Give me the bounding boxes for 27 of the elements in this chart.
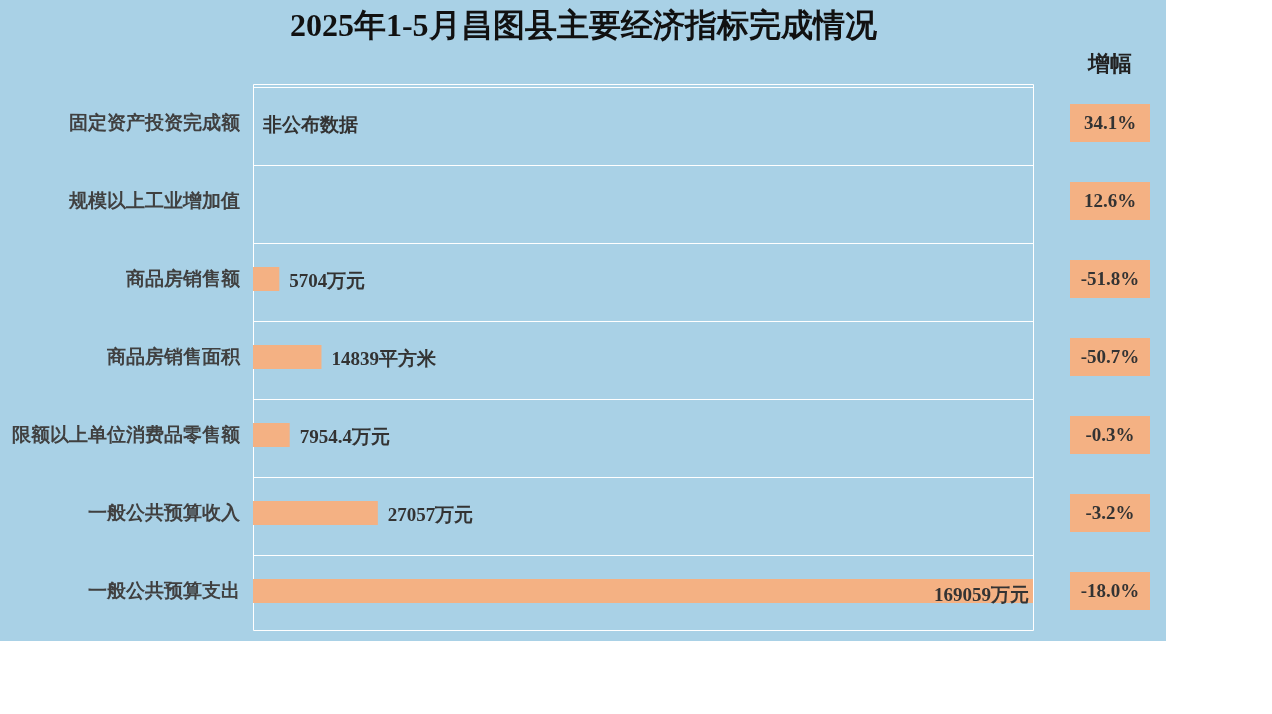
y-tick-label: 一般公共预算支出 [87, 580, 240, 601]
bar [253, 501, 378, 525]
data-label: 12.6% [1083, 190, 1137, 211]
bar [253, 267, 280, 291]
bar [253, 345, 322, 369]
chart-title: 2025年1-5月昌图县主要经济指标完成情况 [289, 7, 878, 43]
data-label: 34.1% [1083, 112, 1137, 133]
y-tick-label: 固定资产投资完成额 [68, 112, 241, 133]
data-label: 5704万元 [289, 270, 366, 291]
data-label: -0.3% [1085, 424, 1135, 445]
y-tick-label: 限额以上单位消费品零售额 [11, 424, 241, 445]
y-tick-label: 规模以上工业增加值 [67, 190, 240, 211]
data-label: 7954.4万元 [299, 426, 390, 447]
text: 增幅 [1087, 51, 1132, 76]
data-label: -51.8% [1080, 268, 1140, 289]
data-label: 14839平方米 [331, 348, 437, 369]
bar [253, 423, 290, 447]
text: 非公布数据 [263, 114, 358, 135]
y-tick-label: 一般公共预算收入 [87, 502, 241, 523]
y-tick-label: 商品房销售额 [124, 268, 241, 289]
data-label: -3.2% [1085, 502, 1135, 523]
bar [253, 579, 1033, 603]
data-label: -18.0% [1080, 580, 1140, 601]
data-label: 169059万元 [934, 584, 1029, 605]
y-tick-label: 商品房销售面积 [105, 346, 241, 367]
data-label: -50.7% [1080, 346, 1140, 367]
data-label: 27057万元 [387, 504, 474, 525]
